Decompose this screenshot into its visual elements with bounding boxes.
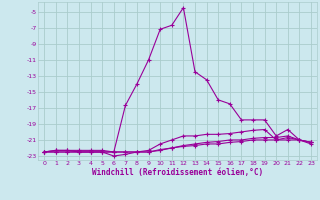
X-axis label: Windchill (Refroidissement éolien,°C): Windchill (Refroidissement éolien,°C) bbox=[92, 168, 263, 177]
